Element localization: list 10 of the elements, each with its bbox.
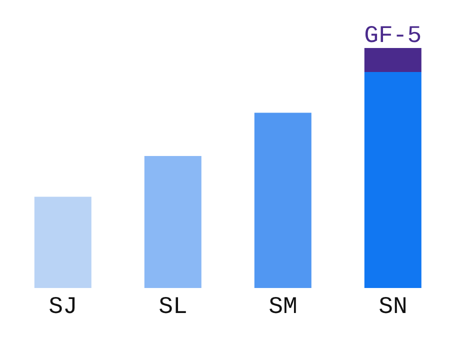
x-tick-label: SN [378,294,408,322]
bar [144,156,202,288]
x-tick-label: SL [158,294,188,322]
bar [364,48,422,72]
series-label: GF-5 [364,23,422,50]
bar [364,72,422,288]
x-tick-label: SJ [48,294,78,322]
bar [34,196,92,288]
bar [254,112,312,288]
x-tick-label: SM [268,294,298,322]
